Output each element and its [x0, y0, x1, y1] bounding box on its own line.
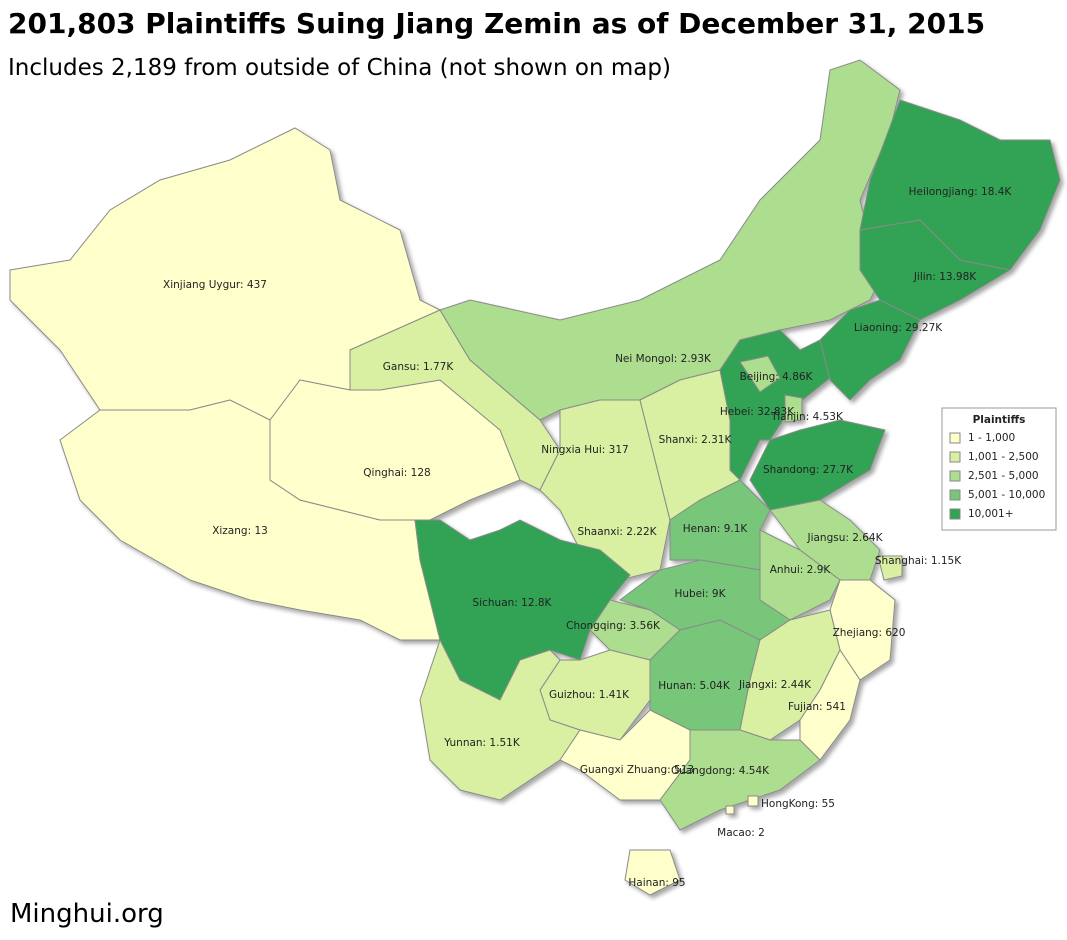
legend: Plaintiffs 1 - 1,000 1,001 - 2,500 2,501 -…: [941, 407, 1057, 531]
source: Minghui.org: [10, 899, 164, 929]
province-label: Hunan: 5.04K: [658, 680, 731, 692]
province-label: Guangxi Zhuang: 513: [580, 764, 694, 776]
province-labels: Xinjiang Uygur: 437 Xizang: 13 Qinghai: 12…: [163, 186, 1012, 889]
province-label: Xinjiang Uygur: 437: [163, 279, 267, 291]
province-label: Qinghai: 128: [363, 467, 430, 479]
province-label: Shaanxi: 2.22K: [577, 526, 657, 538]
legend-swatch: [949, 508, 961, 520]
legend-label: 2,501 - 5,000: [968, 470, 1039, 482]
province-label: Guizhou: 1.41K: [549, 689, 630, 701]
province-label: Guangdong: 4.54K: [671, 765, 770, 777]
province: [659, 729, 821, 831]
legend-label: 1 - 1,000: [968, 432, 1015, 444]
legend-label: 10,001+: [968, 508, 1014, 520]
province: [819, 299, 921, 401]
legend-box: [941, 407, 1057, 531]
province-label: Jilin: 13.98K: [913, 271, 977, 283]
province: [419, 638, 581, 801]
province: [739, 355, 781, 393]
legend-label: 5,001 - 10,000: [968, 489, 1045, 501]
subtitle: Includes 2,189 from outside of China (no…: [8, 55, 671, 81]
title: 201,803 Plaintiffs Suing Jiang Zemin as …: [8, 7, 985, 40]
legend-title: Plaintiffs: [973, 414, 1026, 426]
legend-swatch: [949, 470, 961, 482]
province: [859, 99, 1061, 271]
province-label: Henan: 9.1K: [683, 523, 749, 535]
provinces: [9, 59, 1061, 896]
province-label: Liaoning: 29.27K: [854, 322, 943, 334]
province-label: Fujian: 541: [788, 701, 846, 713]
province-label: Macao: 2: [717, 827, 765, 839]
province-label: Yunnan: 1.51K: [443, 737, 521, 749]
province-label: Heilongjiang: 18.4K: [909, 186, 1013, 198]
province-label: Chongqing: 3.56K: [566, 620, 661, 632]
province-label: Zhejiang: 620: [833, 627, 906, 639]
province-label: Jiangsu: 2.64K: [806, 532, 883, 544]
province: [725, 805, 735, 815]
province-label: Ningxia Hui: 317: [541, 444, 628, 456]
province-label: Hubei: 9K: [674, 588, 726, 600]
province-label: Shanghai: 1.15K: [875, 555, 962, 567]
province-label: Hainan: 95: [628, 877, 685, 889]
legend-swatch: [949, 451, 961, 463]
province: [749, 419, 886, 511]
legend-swatch: [949, 489, 961, 501]
province-label: Gansu: 1.77K: [383, 361, 455, 373]
province-label: Nei Mongol: 2.93K: [615, 353, 712, 365]
province-label: HongKong: 55: [761, 798, 835, 810]
province: [747, 795, 759, 807]
province-label: Jiangxi: 2.44K: [738, 679, 812, 691]
province-label: Shanxi: 2.31K: [659, 434, 733, 446]
province-label: Anhui: 2.9K: [770, 564, 832, 576]
province-label: Sichuan: 12.8K: [473, 597, 553, 609]
province-label: Shandong: 27.7K: [763, 464, 854, 476]
legend-swatch: [949, 432, 961, 444]
province-label: Beijing: 4.86K: [740, 371, 814, 383]
province: [877, 555, 903, 581]
province: [784, 394, 803, 423]
province: [624, 849, 681, 896]
province-label: Hebei: 32.83K: [720, 406, 795, 418]
province-label: Xizang: 13: [212, 525, 268, 537]
province-label: Tianjin: 4.53K: [770, 411, 844, 423]
legend-label: 1,001 - 2,500: [968, 451, 1039, 463]
